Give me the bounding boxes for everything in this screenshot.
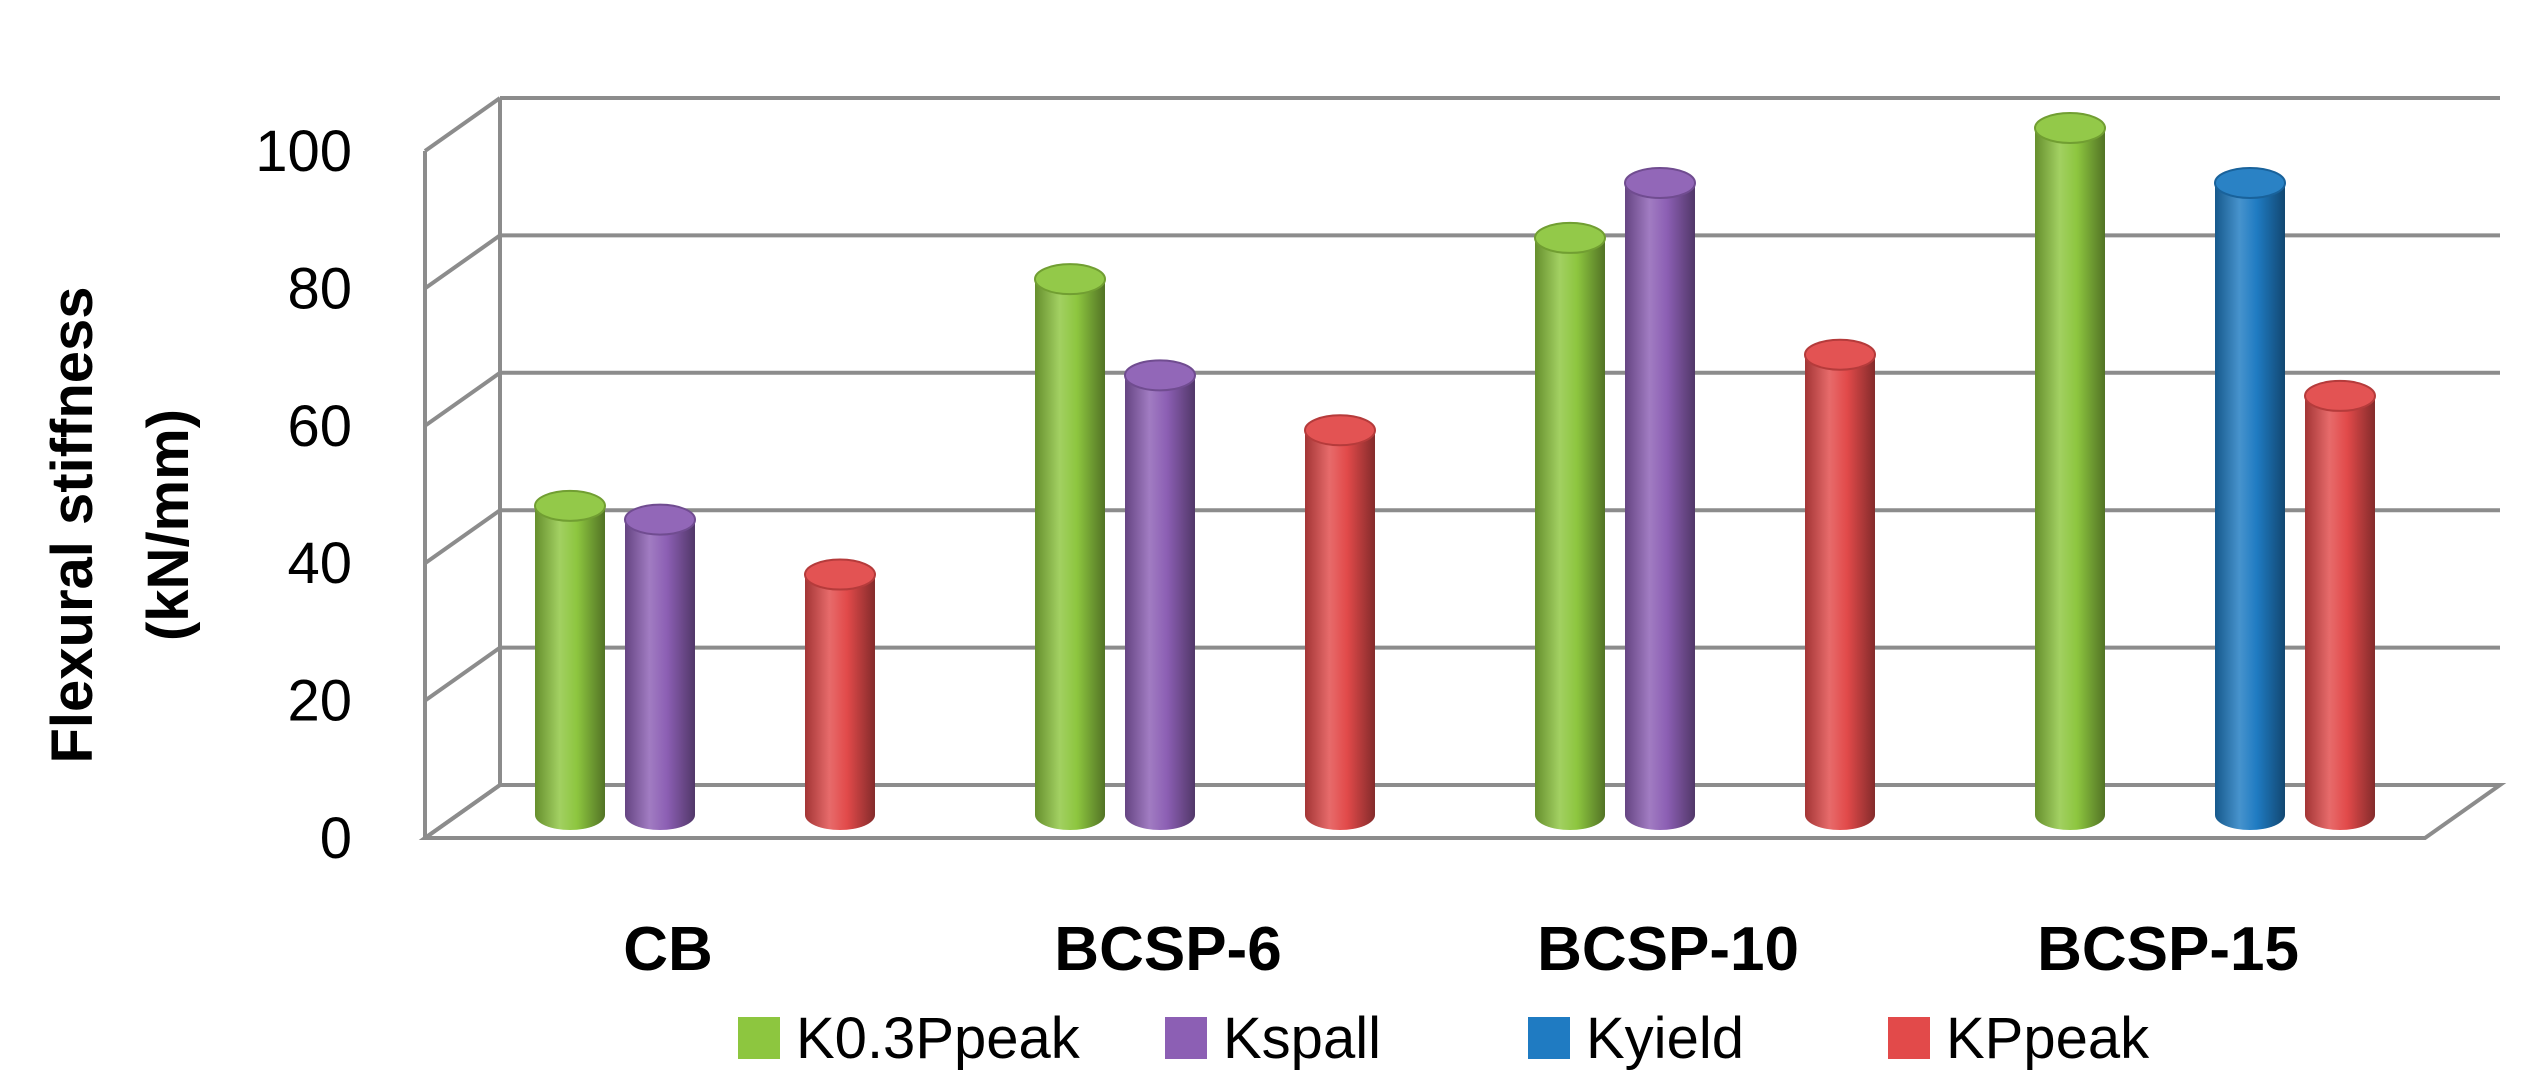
bar bbox=[1304, 414, 1376, 830]
bar-top bbox=[1124, 359, 1196, 392]
wall-tick-line bbox=[423, 783, 502, 840]
legend-swatch bbox=[738, 1017, 780, 1059]
y-axis-label: Flexural stiffness (kN/mm) bbox=[40, 286, 201, 763]
bar bbox=[1534, 221, 1606, 831]
bar-body bbox=[2305, 395, 2375, 830]
bar bbox=[534, 489, 606, 830]
bar bbox=[1804, 338, 1876, 830]
legend-swatch bbox=[1888, 1017, 1930, 1059]
x-category-label: BCSP-10 bbox=[1537, 915, 1799, 984]
bar bbox=[2214, 166, 2286, 830]
legend-label: KPpeak bbox=[1946, 1006, 2150, 1071]
bar-body bbox=[2035, 128, 2105, 830]
bar bbox=[624, 503, 696, 830]
bar-body bbox=[1125, 375, 1195, 830]
legend-label: Kspall bbox=[1223, 1006, 1381, 1071]
wall-tick-line bbox=[423, 508, 502, 565]
wall-tick-line bbox=[423, 96, 502, 153]
bar-top bbox=[2034, 112, 2106, 144]
bar bbox=[1124, 359, 1196, 830]
legend-label: Kyield bbox=[1586, 1006, 1744, 1071]
bar-body bbox=[805, 574, 875, 830]
bar-body bbox=[1305, 430, 1375, 830]
legend-swatch bbox=[1165, 1017, 1207, 1059]
bar bbox=[2304, 379, 2376, 830]
bar-top bbox=[1034, 263, 1106, 296]
legend-item: K0.3Ppeak bbox=[738, 1006, 1081, 1071]
legend-item: Kyield bbox=[1528, 1006, 1744, 1071]
bar bbox=[1624, 166, 1696, 830]
bar-body bbox=[625, 519, 695, 830]
wall-tick-line bbox=[423, 233, 502, 291]
bar-body bbox=[1625, 182, 1695, 830]
bar bbox=[2034, 112, 2106, 830]
bar bbox=[1034, 263, 1106, 830]
x-axis-categories: CB BCSP-6 BCSP-10 BCSP-15 bbox=[623, 915, 2299, 984]
bar bbox=[804, 558, 876, 830]
y-axis-label-line-2: (kN/mm) bbox=[136, 409, 201, 641]
y-tick-label: 20 bbox=[287, 669, 352, 734]
bar-top bbox=[804, 558, 876, 591]
y-tick-label: 100 bbox=[255, 119, 352, 184]
legend-swatch bbox=[1528, 1017, 1570, 1059]
x-category-label: CB bbox=[623, 915, 713, 984]
wall-tick-line bbox=[423, 645, 502, 703]
bar-body bbox=[1535, 237, 1605, 831]
bar-top bbox=[1534, 221, 1606, 254]
bar-top bbox=[624, 503, 696, 536]
bar-body bbox=[1035, 279, 1105, 830]
legend-item: KPpeak bbox=[1888, 1006, 2150, 1071]
bar-body bbox=[1805, 354, 1875, 830]
bar-top bbox=[2214, 166, 2286, 199]
wall-tick-line bbox=[423, 371, 502, 428]
bar-body bbox=[2215, 182, 2285, 830]
legend-label: K0.3Ppeak bbox=[796, 1006, 1081, 1071]
y-axis-label-line-1: Flexural stiffness bbox=[40, 286, 105, 763]
bars bbox=[534, 112, 2376, 831]
bar-body bbox=[535, 505, 605, 830]
x-category-label: BCSP-6 bbox=[1054, 915, 1281, 984]
y-tick-label: 40 bbox=[287, 531, 352, 596]
chart-floor bbox=[418, 783, 2507, 840]
gridlines bbox=[423, 96, 2500, 840]
y-tick-label: 0 bbox=[320, 806, 352, 871]
floor-plane bbox=[418, 783, 2507, 840]
x-category-label: BCSP-15 bbox=[2037, 915, 2299, 984]
bar-top bbox=[2304, 379, 2376, 412]
legend: K0.3Ppeak Kspall Kyield KPpeak bbox=[738, 1006, 2150, 1071]
y-tick-label: 80 bbox=[287, 256, 352, 321]
y-tick-label: 60 bbox=[287, 394, 352, 459]
y-axis-ticks: 0 20 40 60 80 100 bbox=[255, 119, 352, 871]
bar-top bbox=[1304, 414, 1376, 447]
legend-item: Kspall bbox=[1165, 1006, 1381, 1071]
bar-top bbox=[534, 489, 606, 522]
bar-top bbox=[1624, 166, 1696, 199]
bar-top bbox=[1804, 338, 1876, 371]
